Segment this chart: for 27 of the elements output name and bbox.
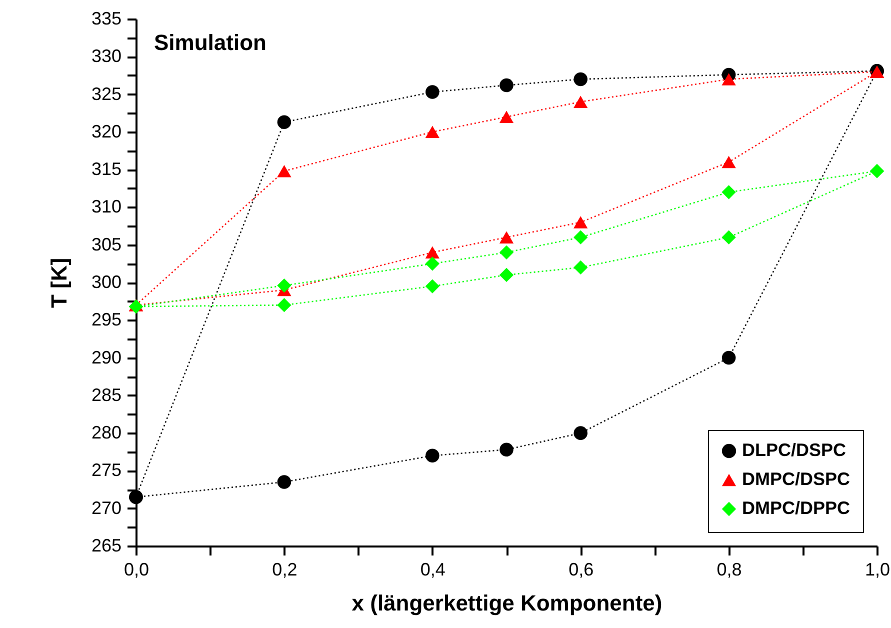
legend-label: DLPC/DSPC — [742, 440, 846, 460]
y-tick-label: 285 — [91, 384, 122, 405]
x-tick-label: 0,6 — [568, 560, 594, 580]
x-tick-label: 1,0 — [864, 560, 890, 580]
y-tick-label: 270 — [91, 498, 122, 518]
x-tick-label: 0,8 — [716, 560, 742, 580]
y-tick-label: 290 — [91, 347, 122, 368]
y-tick-label: 305 — [91, 234, 122, 254]
legend-label: DMPC/DPPC — [742, 498, 850, 518]
x-tick-label: 0,2 — [272, 560, 298, 580]
x-tick-label: 0,0 — [124, 560, 150, 580]
text: Simulation — [154, 30, 266, 55]
y-tick-label: 265 — [91, 536, 122, 556]
y-tick-label: 325 — [91, 84, 122, 104]
y-axis-title: T [K] — [46, 258, 72, 308]
legend-label: DMPC/DSPC — [742, 469, 850, 489]
x-axis-title: x (längerkettige Komponente) — [352, 590, 662, 616]
y-tick-label: 275 — [91, 460, 122, 480]
y-tick-label: 280 — [91, 422, 122, 443]
y-tick-label: 330 — [91, 46, 122, 66]
x-tick-label: 0,4 — [420, 560, 446, 580]
y-tick-label: 310 — [91, 196, 122, 217]
y-tick-label: 315 — [91, 159, 122, 180]
y-tick-label: 335 — [91, 8, 122, 28]
y-tick-label: 300 — [91, 272, 122, 292]
y-tick-label: 320 — [91, 121, 122, 142]
y-tick-label: 295 — [91, 310, 122, 330]
